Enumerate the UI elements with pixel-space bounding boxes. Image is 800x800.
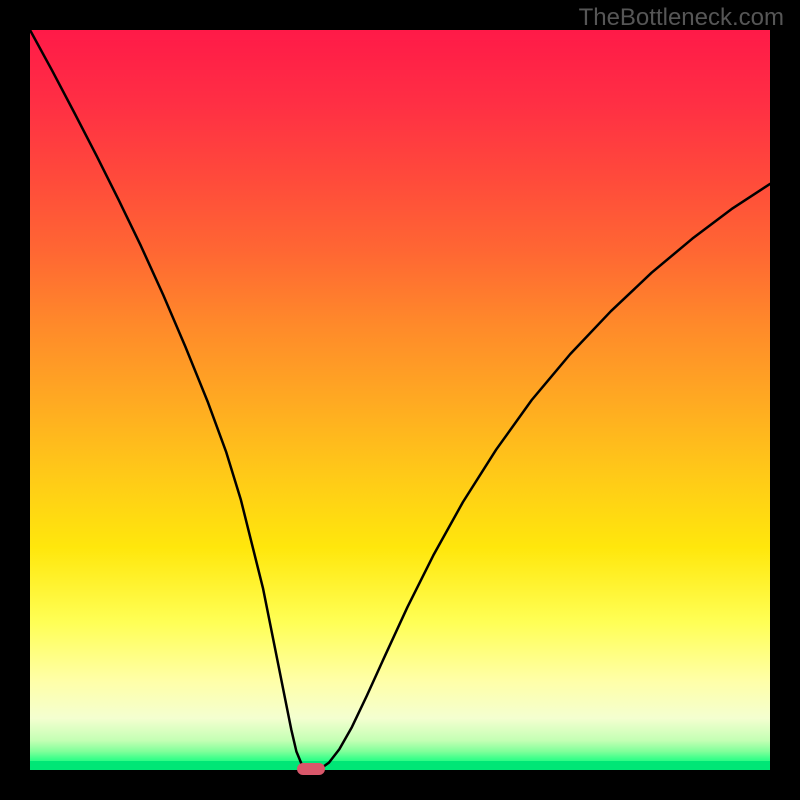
chart-container: TheBottleneck.com <box>0 0 800 800</box>
optimal-point-marker <box>297 763 325 775</box>
plot-frame <box>30 30 770 770</box>
watermark-text: TheBottleneck.com <box>579 4 784 32</box>
bottleneck-curve <box>30 30 770 770</box>
plot-area <box>30 30 770 770</box>
curve-path <box>30 30 770 770</box>
